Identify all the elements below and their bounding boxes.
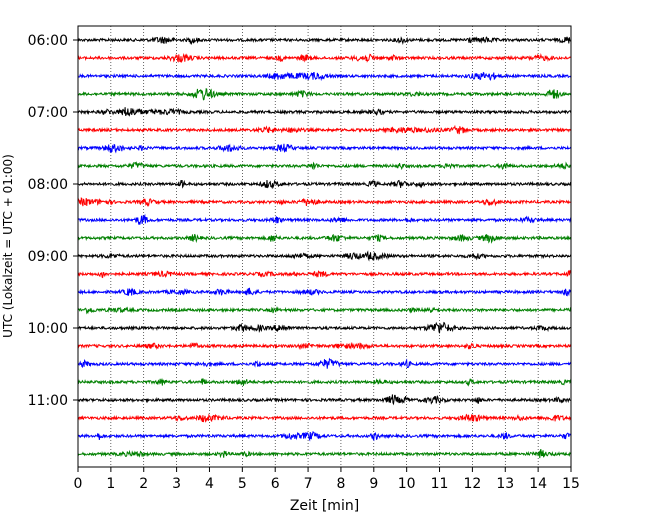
x-tick-label: 3	[172, 476, 181, 492]
x-tick-label: 2	[139, 476, 148, 492]
trace-0915-red	[77, 269, 572, 279]
x-tick-label: 0	[74, 476, 83, 492]
x-tick-label: 12	[463, 476, 481, 492]
trace-0715-red	[77, 124, 572, 135]
y-tick-label: 07:00	[28, 105, 68, 121]
trace-1015-red	[77, 341, 572, 350]
trace-0800-black	[77, 179, 572, 190]
x-tick-label: 15	[562, 476, 580, 492]
x-tick-label: 1	[106, 476, 115, 492]
trace-1045-green	[77, 377, 572, 387]
x-axis-title: Zeit [min]	[290, 498, 359, 514]
y-tick-label: 08:00	[28, 177, 68, 193]
trace-1100-black	[77, 394, 572, 406]
trace-1145-green	[77, 448, 572, 459]
x-tick-label: 6	[271, 476, 280, 492]
x-axis: 0 1 2 3 4 5 6 7 8 9 10 11 12 13 14 15	[74, 467, 580, 492]
x-tick-label: 4	[205, 476, 214, 492]
trace-0830-blue	[77, 213, 572, 225]
trace-0700-black	[77, 107, 572, 117]
trace-1115-red	[77, 413, 572, 423]
trace-0615-red	[77, 52, 572, 64]
x-tick-label: 5	[238, 476, 247, 492]
trace-0930-blue	[77, 287, 572, 297]
y-axis: 06:00 07:00 08:00 09:00 10:00 11:00	[28, 33, 78, 409]
x-tick-label: 10	[398, 476, 416, 492]
trace-0900-black	[77, 250, 572, 262]
trace-0730-blue	[77, 143, 572, 154]
trace-1030-blue	[77, 357, 572, 369]
trace-0815-red	[77, 197, 572, 207]
y-tick-label: 11:00	[28, 393, 68, 409]
trace-0600-black	[77, 36, 572, 46]
trace-1130-blue	[77, 431, 572, 442]
trace-0645-green	[77, 87, 572, 101]
y-tick-label: 09:00	[28, 249, 68, 265]
x-tick-label: 13	[496, 476, 514, 492]
y-axis-title: UTC (Lokalzeit = UTC + 01:00)	[1, 154, 15, 338]
trace-1000-black	[77, 321, 572, 334]
y-tick-label: 10:00	[28, 321, 68, 337]
trace-0745-green	[77, 160, 572, 171]
x-tick-label: 9	[369, 476, 378, 492]
x-tick-label: 8	[336, 476, 345, 492]
x-tick-label: 11	[431, 476, 449, 492]
trace-0630-blue	[77, 71, 572, 82]
plot-frame	[77, 25, 572, 468]
x-tick-label: 14	[529, 476, 547, 492]
trace-0845-green	[77, 233, 571, 244]
trace-0945-green	[77, 306, 572, 315]
y-tick-label: 06:00	[28, 33, 68, 49]
trace-layer	[77, 36, 572, 459]
x-tick-label: 7	[304, 476, 313, 492]
